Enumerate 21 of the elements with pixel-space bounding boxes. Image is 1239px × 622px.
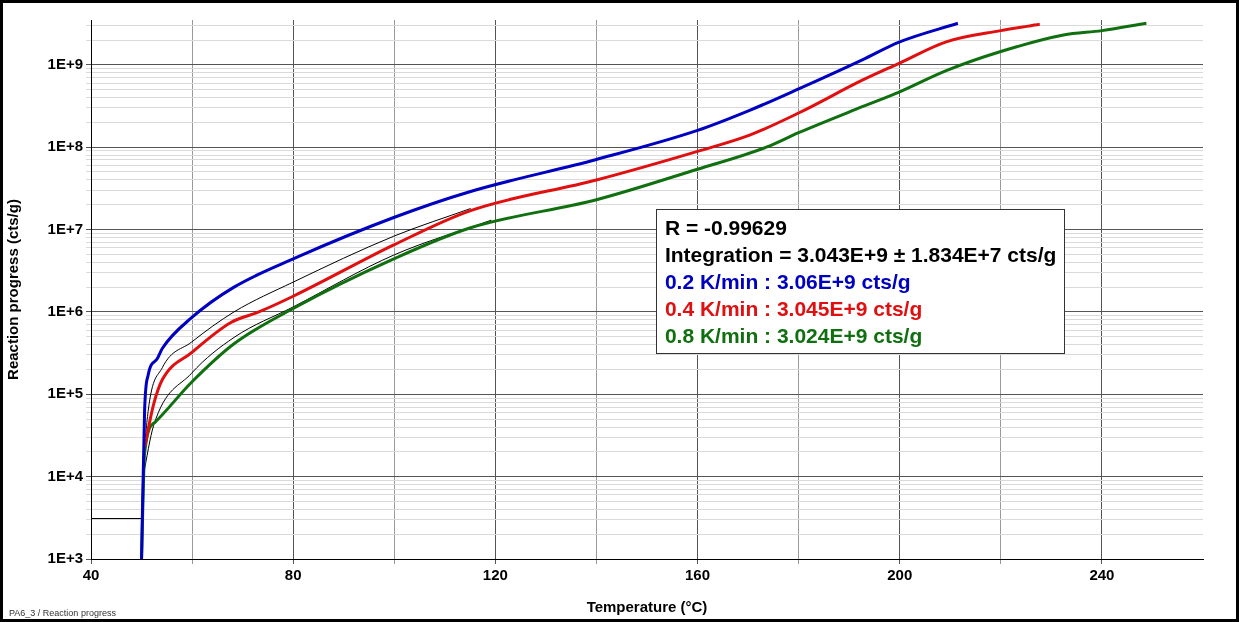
- y-tick-label: 1E+7: [47, 219, 83, 237]
- y-tick-label: 1E+3: [47, 549, 83, 567]
- x-tick-label: 200: [887, 566, 913, 584]
- y-tick-label: 1E+4: [47, 466, 84, 484]
- annotation: Integration = 3.043E+9 ± 1.834E+7 cts/g: [664, 241, 1057, 268]
- y-tick-label: 1E+5: [47, 384, 83, 402]
- text: 0.8 K/min : 3.024E+9 cts/g: [664, 322, 924, 349]
- annotation: R = -0.99629: [664, 214, 788, 241]
- y-tick-label: 1E+9: [47, 54, 83, 72]
- y-tick-label: 1E+6: [47, 302, 83, 320]
- x-tick-label: 160: [685, 566, 711, 584]
- x-axis-title: Temperature (°C): [586, 598, 708, 616]
- text: PA6_3 / Reaction progress: [9, 608, 116, 618]
- y-axis-title: Reaction progress (cts/g): [4, 199, 22, 380]
- x-tick-label: 120: [482, 566, 508, 584]
- x-tick-label: 80: [284, 566, 302, 584]
- text: 0.2 K/min : 3.06E+9 cts/g: [664, 268, 912, 295]
- y-tick-label: 1E+8: [47, 137, 83, 155]
- x-tick-label: 40: [82, 566, 100, 584]
- text: 0.4 K/min : 3.045E+9 cts/g: [664, 295, 924, 322]
- x-tick-label: 240: [1089, 566, 1115, 584]
